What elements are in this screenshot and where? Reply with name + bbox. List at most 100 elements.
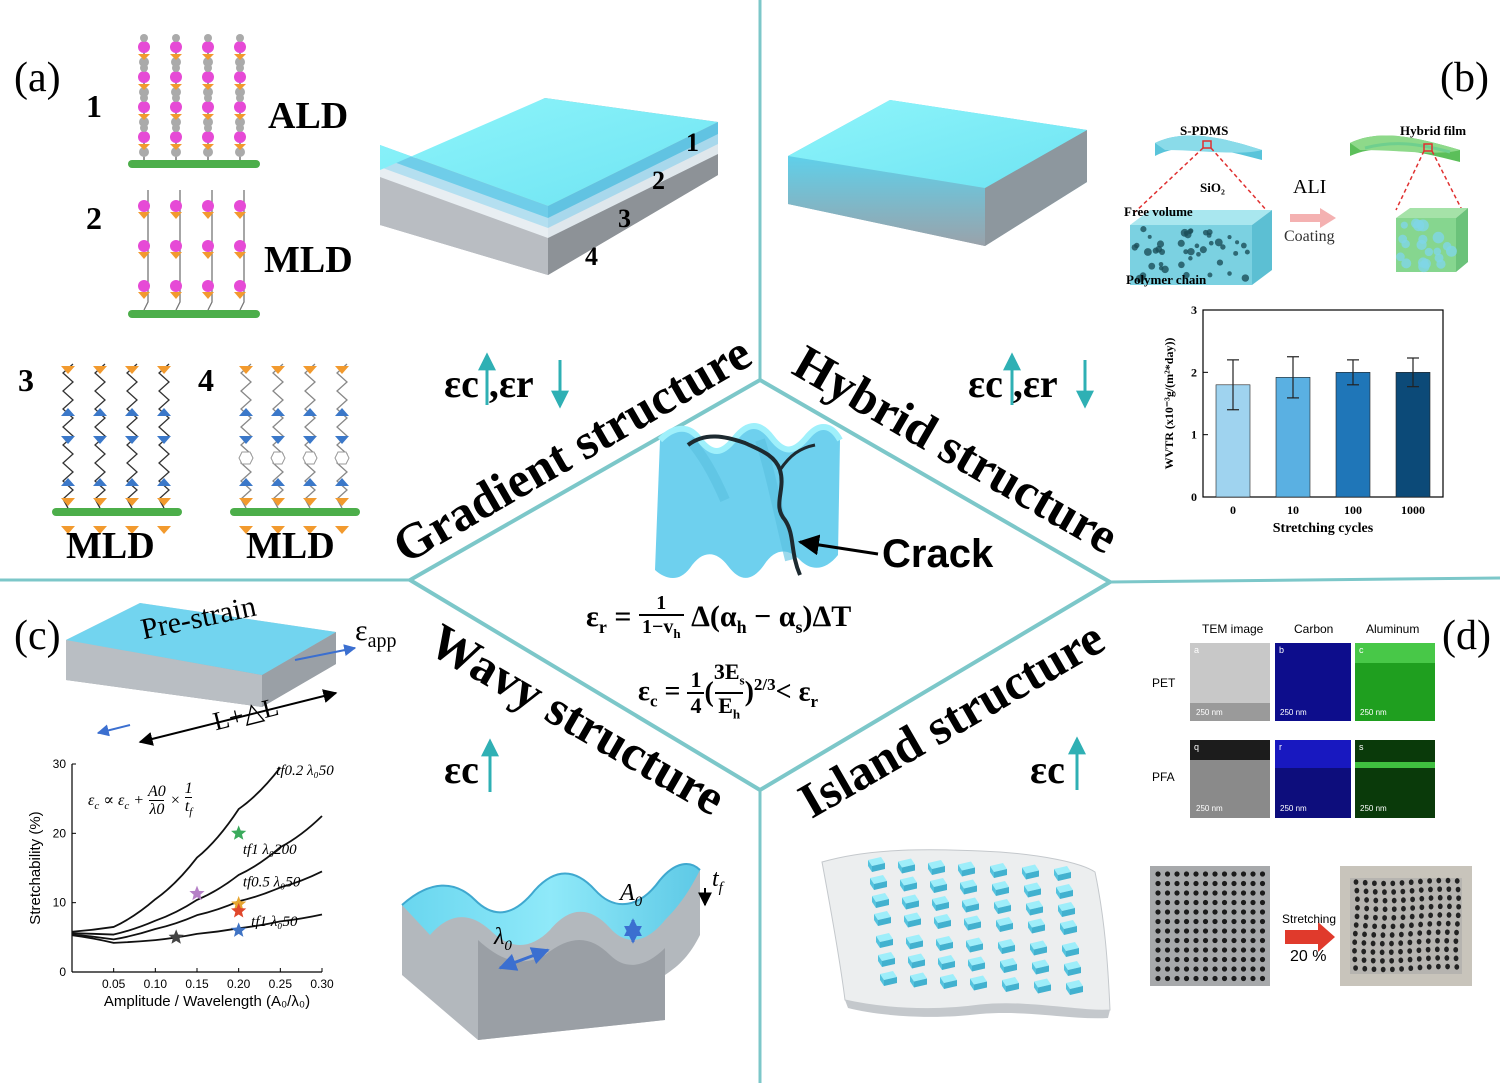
island-side-front [1028,888,1041,898]
photo-dot [1400,914,1406,921]
photo-dot [1250,956,1256,963]
photo-dot [1408,879,1414,886]
tf-label: tf [712,866,723,896]
photo-dot [1212,937,1218,944]
photo-dot [1398,957,1404,964]
photo-dot [1372,889,1378,895]
photo-dot [1410,896,1415,903]
photo-dot [1231,909,1237,915]
island-side-left [1030,943,1034,956]
island-side-left [1064,964,1068,976]
island-side-left [968,959,972,972]
island-side-front [1062,908,1075,917]
photo-dot [1183,956,1190,963]
island-top [1066,980,1083,989]
photo-dot [1193,966,1199,972]
hybrid-film-label: Hybrid film [1400,123,1467,138]
island-side-left [994,902,998,914]
photo-dot [1437,886,1443,892]
photo-dot [1212,918,1218,925]
island-side-left [992,884,996,896]
photo-dot [1401,905,1406,912]
photo-dot [1259,890,1266,896]
photo-dot [1444,937,1450,944]
photo-dot [1400,897,1406,903]
strain-label-b: εc ,εr [968,361,1058,406]
photo-dot [1250,947,1256,953]
photo-dot [1221,928,1228,934]
photo-dot [1453,946,1459,953]
island-side-front [1060,890,1073,899]
island-top [880,971,897,980]
island-top [968,956,985,966]
photo-dot [1388,949,1394,955]
island-top [902,894,919,904]
photo-dot [1364,905,1370,912]
island-side-left [898,861,902,874]
molecule-chain [270,363,286,534]
photo-dot [1155,890,1161,896]
photo-dot [1354,896,1360,902]
photo-dot [1155,947,1161,953]
island-side-front [910,940,923,950]
island-side-front [914,978,927,988]
bar-x-tick-0: 0 [1230,503,1236,517]
photo-dot [1221,947,1228,953]
photo-dot [1427,878,1432,884]
island-top [874,911,891,920]
tile-letter-a: a [1194,645,1200,655]
photo-dot [1389,940,1394,947]
photo-dot [1428,886,1433,893]
photo-dot [1444,946,1449,953]
line-x-tick-0.25: 0.25 [269,977,293,991]
line-x-tick-0.15: 0.15 [185,977,209,991]
photo-dot [1361,940,1367,946]
photo-dot [1444,929,1450,935]
photo-dot [1193,909,1199,915]
bar-y-tick-3: 3 [1191,303,1197,317]
island-side-left [910,975,914,988]
photo-dot [1391,889,1397,895]
photo-dot [1174,966,1180,972]
photo-dot [1250,918,1256,925]
photo-dot [1380,958,1385,964]
island-side-front [902,864,915,874]
line-y-tick-10: 10 [53,896,67,910]
island-side-front [882,958,895,967]
photo-dot [1382,897,1388,904]
island-top [994,899,1011,908]
island-top [990,863,1007,872]
photo-dot [1164,890,1171,896]
photo-dot [1183,880,1190,887]
island-side-left [1000,961,1004,973]
island-top [1026,900,1043,910]
molecule-chain [238,363,254,534]
crack-illustration [655,423,879,579]
photo-dot [1456,895,1461,901]
photo-dot [1212,928,1218,934]
island-side-left [876,936,880,948]
island-side-left [902,897,906,910]
photo-dot [1174,899,1180,906]
photo-dot [1389,957,1395,964]
island-top [940,974,957,983]
island-side-front [940,942,953,951]
photo-dot [1250,928,1256,934]
island-top [936,936,953,945]
photo-dot [1240,975,1247,982]
photo-dot [1202,918,1209,925]
island-top [928,860,945,869]
photo-dot [1164,871,1171,877]
island-side-left [868,860,872,872]
island-top [1030,940,1047,950]
island-side-left [938,958,942,970]
photo-dot [1259,975,1266,982]
photo-dot [1418,887,1424,893]
ald-label: ALD [268,95,349,137]
photo-dot [1250,937,1256,944]
photo-dot [1354,887,1360,894]
photo-dot [1417,964,1423,971]
photo-dot [1155,899,1161,906]
island-side-front [942,961,955,970]
